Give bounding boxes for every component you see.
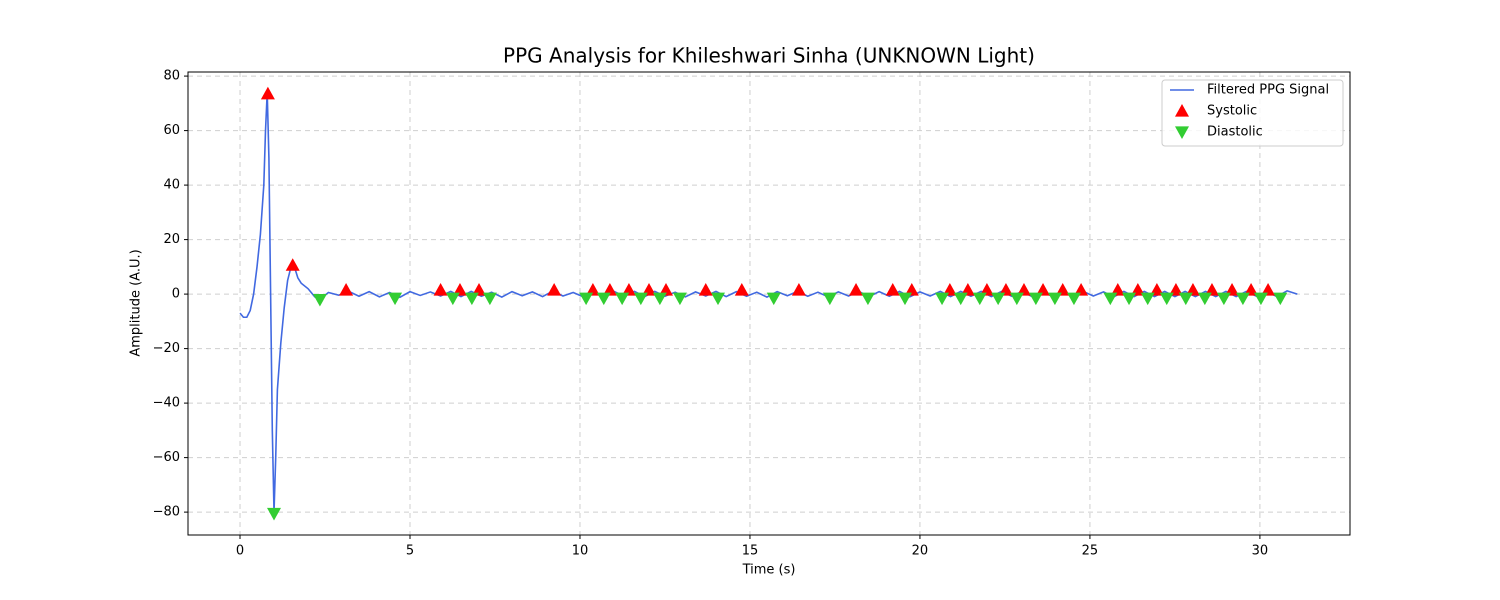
marker	[1016, 283, 1031, 296]
legend: Filtered PPG Signal Systolic Diastolic	[1161, 79, 1344, 147]
marker	[1074, 283, 1089, 296]
marker	[267, 507, 282, 521]
marker	[849, 283, 864, 296]
marker	[1168, 283, 1183, 296]
marker	[596, 292, 611, 306]
x-tick-label: 30	[1252, 544, 1269, 559]
marker	[1066, 292, 1081, 306]
marker	[658, 283, 673, 296]
x-tick-label: 25	[1082, 544, 1099, 559]
marker	[433, 283, 448, 296]
y-tick-label: −80	[153, 505, 180, 520]
marker	[652, 292, 667, 306]
marker	[942, 283, 957, 296]
marker	[615, 292, 630, 306]
x-tick-label: 15	[742, 544, 759, 559]
legend-swatch	[1175, 104, 1189, 117]
legend-label: Systolic	[1207, 104, 1257, 119]
marker	[339, 283, 354, 296]
legend-label: Filtered PPG Signal	[1207, 83, 1329, 98]
marker	[1036, 283, 1051, 296]
marker	[1235, 292, 1250, 306]
y-tick-label: 0	[172, 287, 180, 302]
marker	[953, 292, 968, 306]
marker	[1009, 292, 1024, 306]
x-tick-label: 0	[236, 544, 244, 559]
marker	[452, 283, 467, 296]
x-axis-label: Time (s)	[742, 563, 796, 578]
signal-line	[239, 92, 1298, 513]
marker	[897, 292, 912, 306]
marker	[285, 258, 300, 271]
marker	[1253, 292, 1268, 306]
x-tick-label: 10	[572, 544, 589, 559]
marker	[1122, 292, 1137, 306]
marker	[1273, 292, 1288, 306]
marker	[585, 283, 600, 296]
marker	[472, 283, 487, 296]
marker	[1244, 283, 1259, 296]
marker	[672, 292, 687, 306]
marker	[1159, 292, 1174, 306]
marker	[935, 292, 950, 306]
marker	[1204, 283, 1219, 296]
marker	[633, 292, 648, 306]
marker	[1055, 283, 1070, 296]
marker	[1130, 283, 1145, 296]
y-tick-label: 20	[163, 232, 180, 247]
marker	[698, 283, 713, 296]
marker	[260, 86, 275, 100]
marker	[1216, 292, 1231, 306]
marker	[579, 292, 594, 306]
marker	[860, 292, 875, 306]
marker	[1185, 283, 1200, 296]
y-tick-label: 40	[163, 178, 180, 193]
plot-frame	[187, 71, 1351, 536]
y-tick-label: 80	[163, 69, 180, 84]
marker	[547, 283, 562, 296]
marker	[482, 292, 497, 306]
marker	[1178, 292, 1193, 306]
marker	[960, 283, 975, 296]
marker	[312, 293, 327, 307]
marker	[1110, 283, 1125, 296]
y-tick-label: −20	[153, 341, 180, 356]
marker	[1047, 292, 1062, 306]
y-tick-label: −60	[153, 450, 180, 465]
marker	[791, 283, 806, 296]
marker	[1140, 292, 1155, 306]
marker	[1149, 283, 1164, 296]
marker	[998, 283, 1013, 296]
marker	[991, 292, 1006, 306]
marker	[734, 283, 749, 296]
legend-label: Diastolic	[1207, 125, 1263, 140]
marker	[822, 292, 837, 306]
y-tick-label: 60	[163, 123, 180, 138]
marker	[621, 283, 636, 296]
y-axis-label: Amplitude (A.U.)	[129, 249, 144, 356]
marker	[1225, 283, 1240, 296]
marker	[972, 292, 987, 306]
x-tick-label: 20	[912, 544, 929, 559]
marker	[979, 283, 994, 296]
y-tick-label: −40	[153, 396, 180, 411]
marker	[464, 292, 479, 306]
legend-swatch	[1175, 126, 1189, 139]
x-tick-label: 5	[406, 544, 414, 559]
marker	[766, 292, 781, 306]
marker	[1103, 292, 1118, 306]
marker	[641, 283, 656, 296]
marker	[1028, 292, 1043, 306]
marker	[885, 283, 900, 296]
marker	[388, 292, 403, 306]
marker	[1197, 292, 1212, 306]
marker	[445, 292, 460, 306]
legend-box	[1161, 79, 1344, 147]
marker	[904, 283, 919, 296]
marker	[1261, 283, 1276, 296]
marker	[602, 283, 617, 296]
marker	[711, 292, 726, 306]
chart-title: PPG Analysis for Khileshwari Sinha (UNKN…	[503, 44, 1035, 68]
